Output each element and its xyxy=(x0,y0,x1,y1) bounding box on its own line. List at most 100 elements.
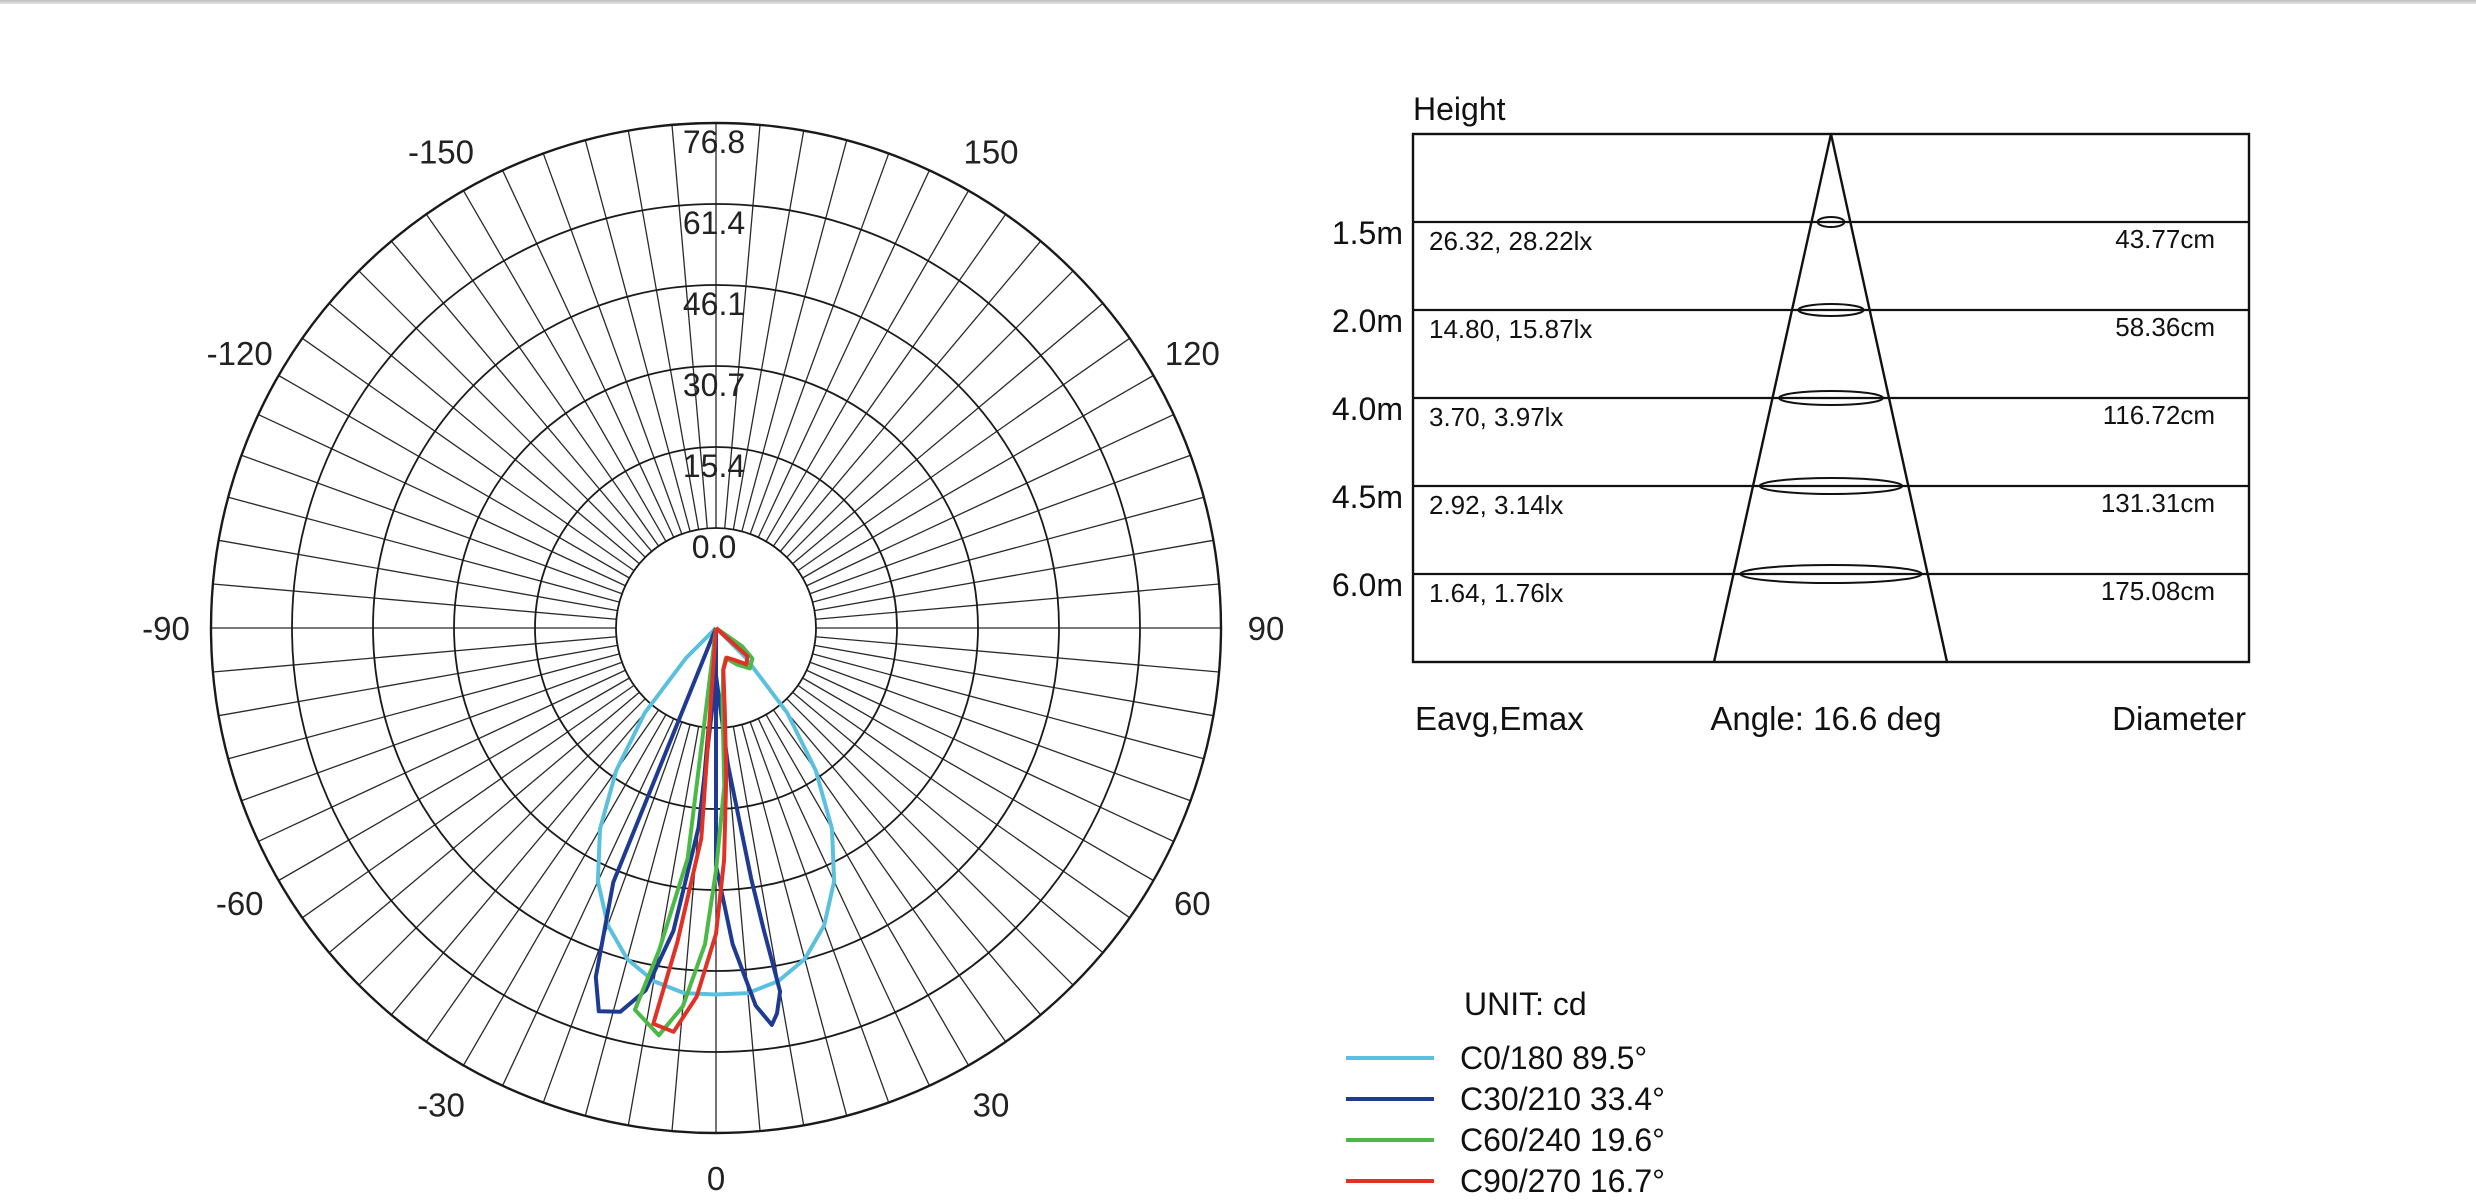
polar-spoke xyxy=(258,413,626,587)
polar-spoke xyxy=(301,337,635,572)
polar-spoke xyxy=(278,677,630,882)
angle-tick-label: -150 xyxy=(408,134,474,171)
polar-spoke xyxy=(806,413,1174,587)
intensity-curves xyxy=(593,626,837,1038)
unit-label: UNIT: cd xyxy=(1464,986,1587,1022)
polar-spoke xyxy=(501,170,675,538)
polar-spoke xyxy=(218,539,618,612)
polar-spoke xyxy=(797,684,1131,919)
radial-tick-label: 0.0 xyxy=(692,529,736,565)
diameter-label: Diameter xyxy=(2112,700,2246,737)
polar-spoke xyxy=(241,661,623,802)
polar-spoke xyxy=(772,213,1007,547)
polar-spoke xyxy=(542,721,683,1103)
polar-spoke xyxy=(814,644,1214,717)
angle-label: Angle: 16.6 deg xyxy=(1710,700,1941,737)
polar-spoke xyxy=(212,636,617,673)
polar-spoke xyxy=(732,130,805,530)
polar-spoke xyxy=(786,698,1074,986)
lux-values: 2.92, 3.14lx xyxy=(1429,490,1563,520)
beam-ellipse xyxy=(1758,477,1904,495)
polar-spoke xyxy=(792,691,1104,954)
radial-tick-label: 61.4 xyxy=(683,205,745,241)
polar-grid xyxy=(209,121,1223,1135)
polar-spoke xyxy=(749,153,890,535)
beam-table: Height 1.5m 26.32, 28.22lx 43.77cm 2.0m 14.8… xyxy=(1332,91,2251,737)
polar-spoke xyxy=(542,153,683,535)
polar-spoke xyxy=(390,704,653,1016)
window-top-border xyxy=(0,0,2476,4)
angle-tick-label: -60 xyxy=(216,885,264,922)
polar-spoke xyxy=(814,539,1214,612)
legend-entry: C30/210 33.4° xyxy=(1460,1081,1665,1117)
lux-values: 3.70, 3.97lx xyxy=(1429,402,1563,432)
diameter-value: 131.31cm xyxy=(2101,488,2215,518)
angle-tick-label: 120 xyxy=(1165,335,1220,372)
polar-spoke xyxy=(358,698,646,986)
legend: UNIT: cd C0/180 89.5° C30/210 33.4° C60/24… xyxy=(1346,986,1665,1199)
legend-entry: C0/180 89.5° xyxy=(1460,1040,1647,1076)
polar-spoke xyxy=(757,718,931,1086)
table-rows: 1.5m 26.32, 28.22lx 43.77cm 2.0m 14.80, 15.8… xyxy=(1332,215,2249,608)
angle-tick-label: 150 xyxy=(963,134,1018,171)
angle-tick-label: 0 xyxy=(707,1160,725,1197)
angle-tick-label: 30 xyxy=(973,1086,1010,1123)
polar-spoke xyxy=(732,726,805,1126)
polar-ring xyxy=(291,203,1141,1053)
polar-spoke xyxy=(815,583,1220,620)
polar-spoke xyxy=(301,684,635,919)
height-label: 6.0m xyxy=(1332,567,1403,603)
polar-spoke xyxy=(328,691,640,954)
height-label: 2.0m xyxy=(1332,303,1403,339)
diameter-value: 58.36cm xyxy=(2115,312,2215,342)
polar-spoke xyxy=(218,644,618,717)
polar-spoke xyxy=(278,374,630,579)
radial-tick-label: 76.8 xyxy=(683,124,745,160)
polar-spoke xyxy=(757,170,931,538)
polar-spoke xyxy=(228,496,620,603)
beam-ellipse xyxy=(1739,564,1923,584)
lux-values: 1.64, 1.76lx xyxy=(1429,578,1563,608)
polar-spoke xyxy=(425,213,660,547)
polar-spoke xyxy=(812,496,1204,603)
polar-spoke xyxy=(390,240,653,552)
polar-spoke xyxy=(812,653,1204,760)
polar-spoke xyxy=(779,704,1042,1016)
polar-spoke xyxy=(258,669,626,843)
height-label: 1.5m xyxy=(1332,215,1403,251)
lux-values: 14.80, 15.87lx xyxy=(1429,314,1592,344)
angle-tick-label: -90 xyxy=(142,610,190,647)
polar-ring xyxy=(372,284,1060,972)
lux-values: 26.32, 28.22lx xyxy=(1429,226,1592,256)
polar-spoke xyxy=(792,302,1104,565)
polar-spoke xyxy=(806,669,1174,843)
polar-spoke xyxy=(584,724,691,1116)
polar-spoke xyxy=(802,677,1154,882)
legend-items: C0/180 89.5° C30/210 33.4° C60/240 19.6° C9… xyxy=(1346,1040,1665,1199)
beam-ellipse xyxy=(1797,303,1865,317)
polar-spoke xyxy=(802,374,1154,579)
radial-tick-label: 46.1 xyxy=(683,286,745,322)
radial-tick-labels: 0.0 15.4 30.7 46.1 61.4 76.8 xyxy=(683,124,745,565)
eavg-emax-label: Eavg,Emax xyxy=(1415,700,1584,737)
polar-spoke xyxy=(241,454,623,595)
polar-spoke xyxy=(815,636,1220,673)
polar-spoke xyxy=(328,302,640,565)
polar-spoke xyxy=(765,190,970,542)
polar-spoke xyxy=(627,726,700,1126)
height-header: Height xyxy=(1413,91,1506,127)
polar-spoke xyxy=(584,140,691,532)
beam-ellipse xyxy=(1816,216,1846,228)
polar-spoke xyxy=(627,130,700,530)
legend-entry: C90/270 16.7° xyxy=(1460,1163,1665,1199)
polar-spoke xyxy=(809,454,1191,595)
polar-spoke xyxy=(462,714,667,1066)
polar-spoke xyxy=(724,727,761,1132)
diameter-value: 175.08cm xyxy=(2101,576,2215,606)
polar-spoke xyxy=(765,714,970,1066)
polar-spoke xyxy=(671,124,708,529)
polar-ring xyxy=(209,121,1223,1135)
polar-spoke xyxy=(749,721,890,1103)
angle-tick-label: -30 xyxy=(417,1086,465,1123)
